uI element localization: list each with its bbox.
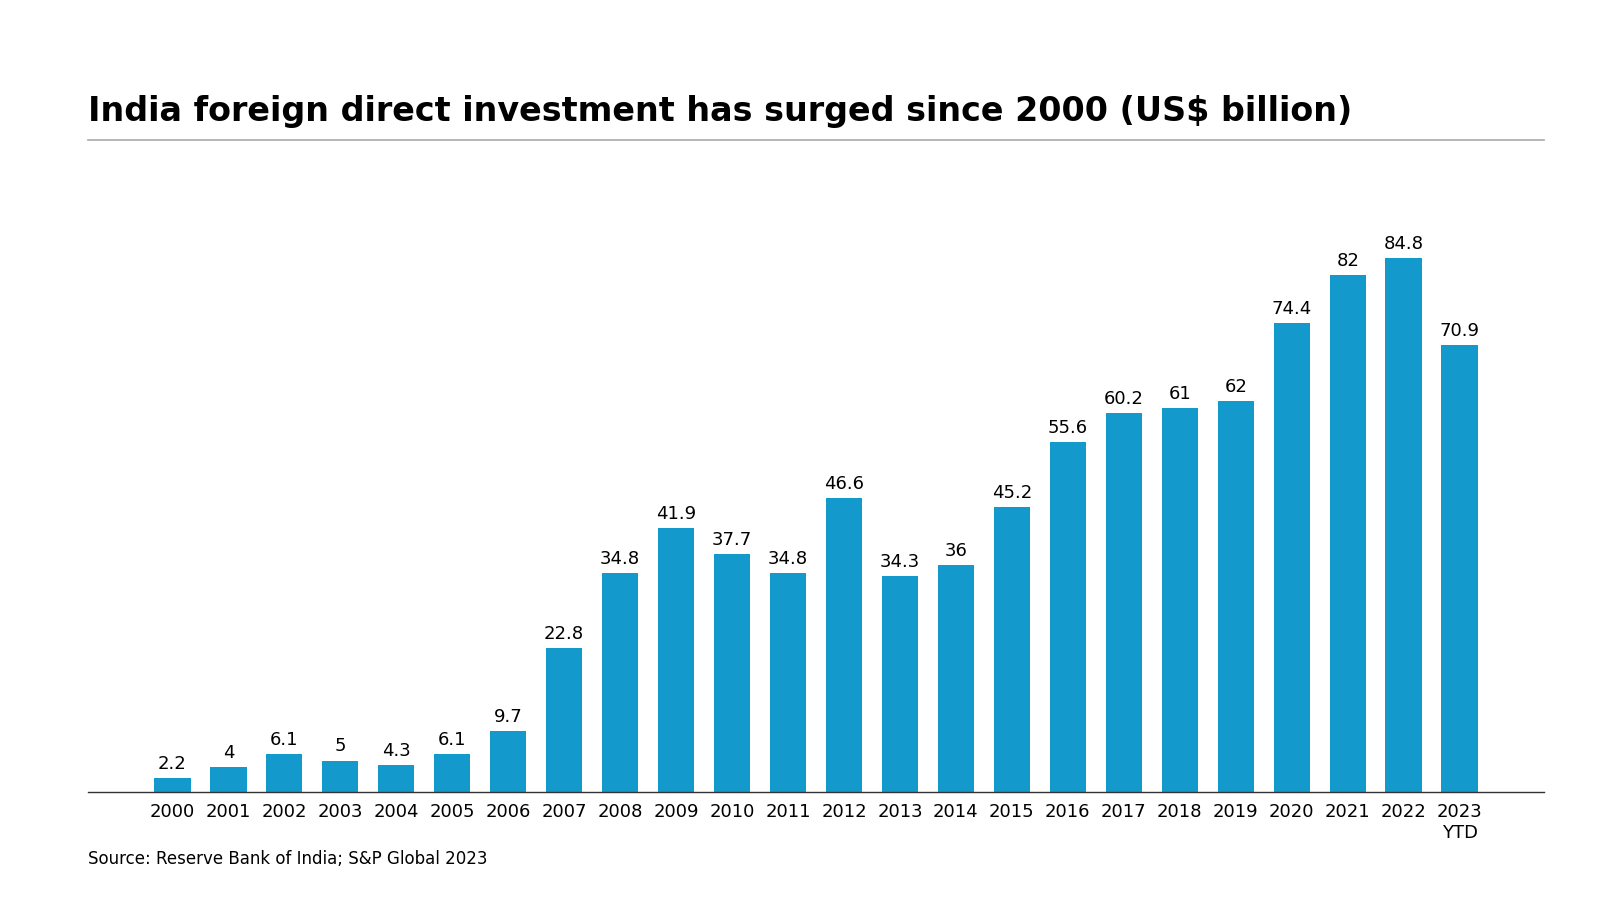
Text: 34.8: 34.8 bbox=[600, 550, 640, 568]
Text: 74.4: 74.4 bbox=[1272, 301, 1312, 319]
Bar bbox=[938, 565, 974, 792]
Text: 4: 4 bbox=[222, 743, 234, 761]
Bar bbox=[994, 508, 1030, 792]
Text: 60.2: 60.2 bbox=[1104, 390, 1144, 408]
Text: 6.1: 6.1 bbox=[438, 731, 467, 749]
Text: 4.3: 4.3 bbox=[382, 742, 411, 760]
Text: 5: 5 bbox=[334, 737, 346, 755]
Text: 2.2: 2.2 bbox=[158, 755, 187, 773]
Bar bbox=[1330, 275, 1366, 792]
Bar bbox=[882, 576, 918, 792]
Bar bbox=[1274, 323, 1310, 792]
Text: 45.2: 45.2 bbox=[992, 484, 1032, 502]
Text: 70.9: 70.9 bbox=[1440, 322, 1480, 340]
Bar bbox=[1106, 413, 1142, 792]
Bar bbox=[378, 765, 414, 792]
Bar bbox=[1218, 401, 1254, 792]
Text: 82: 82 bbox=[1336, 252, 1358, 270]
Bar bbox=[1050, 442, 1086, 792]
Bar bbox=[1386, 257, 1422, 792]
Text: 55.6: 55.6 bbox=[1048, 418, 1088, 436]
Text: 61: 61 bbox=[1168, 384, 1190, 402]
Text: 37.7: 37.7 bbox=[712, 531, 752, 549]
Bar bbox=[714, 554, 750, 792]
Text: 34.8: 34.8 bbox=[768, 550, 808, 568]
Text: 46.6: 46.6 bbox=[824, 475, 864, 493]
Bar bbox=[434, 753, 470, 792]
Bar bbox=[490, 731, 526, 792]
Text: 34.3: 34.3 bbox=[880, 553, 920, 571]
Bar bbox=[154, 778, 190, 792]
Bar bbox=[826, 499, 862, 792]
Bar bbox=[602, 572, 638, 792]
Bar bbox=[658, 528, 694, 792]
Bar bbox=[266, 753, 302, 792]
Bar bbox=[1162, 408, 1198, 792]
Bar bbox=[1442, 346, 1478, 792]
Bar bbox=[770, 572, 806, 792]
Text: 62: 62 bbox=[1224, 378, 1246, 396]
Text: 41.9: 41.9 bbox=[656, 505, 696, 523]
Text: 9.7: 9.7 bbox=[494, 707, 523, 725]
Bar bbox=[546, 648, 582, 792]
Text: 22.8: 22.8 bbox=[544, 626, 584, 644]
Bar bbox=[322, 760, 358, 792]
Text: Source: Reserve Bank of India; S&P Global 2023: Source: Reserve Bank of India; S&P Globa… bbox=[88, 850, 488, 868]
Text: 36: 36 bbox=[944, 542, 968, 560]
Text: 84.8: 84.8 bbox=[1384, 235, 1424, 253]
Text: 6.1: 6.1 bbox=[270, 731, 299, 749]
Text: India foreign direct investment has surged since 2000 (US$ billion): India foreign direct investment has surg… bbox=[88, 94, 1352, 128]
Bar bbox=[210, 767, 246, 792]
